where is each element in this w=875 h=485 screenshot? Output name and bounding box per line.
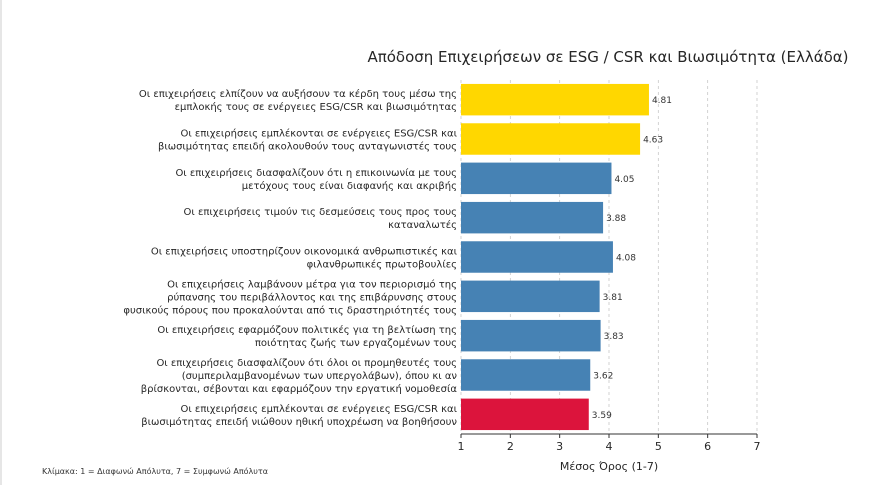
category-label: Οι επιχειρήσεις τιμούν τις δεσμεύσεις το… [184, 206, 457, 218]
category-label: Οι επιχειρήσεις ελπίζουν να αυξήσουν τα … [139, 88, 457, 100]
category-label: (συμπεριλαμβανομένων των υπεργολάβων), ό… [182, 370, 458, 382]
category-label: φυσικούς πόρους που προκαλούνται από τις… [123, 304, 457, 316]
category-label: Οι επιχειρήσεις υποστηρίζουν οικονομικά … [151, 246, 458, 258]
category-label: καταναλωτές [388, 219, 457, 231]
category-label: ποιότητας ζωής των εργαζομένων τους [255, 337, 457, 349]
bar [461, 162, 612, 195]
data-label: 4.63 [643, 136, 663, 146]
x-tick-label: 5 [655, 440, 662, 453]
bar [461, 359, 591, 391]
category-label: βιωσιμότητας επειδή νιώθουν ηθική υποχρέ… [141, 416, 457, 428]
category-label: εμπλοκής τους σε ενέργειες ESG/CSR και β… [175, 101, 457, 113]
window-edge [0, 0, 2, 485]
category-label: Οι επιχειρήσεις διασφαλίζουν ότι η επικο… [175, 167, 457, 179]
category-label: μετόχους τους είναι διαφανής και ακριβής [242, 180, 457, 192]
bar [461, 280, 600, 313]
x-tick-label: 2 [507, 440, 514, 453]
bar [461, 398, 589, 431]
x-axis: 1 2 3 4 5 6 7 [458, 433, 761, 453]
category-label: Οι επιχειρήσεις εμπλέκονται σε ενέργειες… [181, 403, 458, 415]
bar [461, 83, 649, 116]
bar [461, 241, 613, 273]
x-tick-label: 1 [458, 440, 465, 453]
data-label: 3.88 [606, 214, 626, 224]
chart-title: Απόδοση Επιχειρήσεων σε ESG / CSR και Βι… [367, 48, 848, 66]
bar [461, 123, 641, 155]
data-label: 3.59 [592, 411, 612, 421]
data-label: 3.62 [593, 372, 613, 382]
x-tick-label: 6 [704, 440, 711, 453]
bar [461, 201, 604, 234]
category-labels: Οι επιχειρήσεις ελπίζουν να αυξήσουν τα … [123, 88, 457, 428]
category-label: Οι επιχειρήσεις διασφαλίζουν ότι όλοι οι… [156, 357, 457, 369]
value-labels: 4.81 4.63 4.05 3.88 4.08 3.81 3.83 3.62 3.59 [592, 96, 672, 421]
scale-note: Κλίμακα: 1 = Διαφωνώ Απόλυτα, 7 = Συμφων… [42, 466, 268, 476]
data-label: 4.81 [652, 96, 672, 106]
x-tick-label: 3 [556, 440, 563, 453]
x-axis-title: Μέσος Όρος (1-7) [560, 460, 658, 473]
category-label: φιλανθρωπικές πρωτοβουλίες [307, 259, 457, 271]
data-label: 3.81 [603, 293, 623, 303]
category-label: βρίσκονται, σέβονται και εφαρμόζουν την … [141, 383, 458, 395]
category-label: Οι επιχειρήσεις εφαρμόζουν πολιτικές για… [157, 324, 457, 336]
data-label: 3.83 [604, 332, 624, 342]
x-tick-label: 7 [754, 440, 761, 453]
category-label: Οι επιχειρήσεις λαμβάνουν μέτρα για τον … [167, 278, 457, 290]
data-label: 4.05 [614, 175, 634, 185]
category-label: Οι επιχειρήσεις εμπλέκονται σε ενέργειες… [181, 128, 458, 140]
category-label: ρύπανσης του περιβάλλοντος και της επιβά… [167, 291, 457, 303]
bar [461, 319, 601, 352]
x-tick-label: 4 [606, 440, 613, 453]
category-label: βιωσιμότητας επειδή ακολουθούν τους αντα… [158, 141, 457, 153]
data-label: 4.08 [616, 254, 636, 264]
bars [461, 83, 649, 431]
